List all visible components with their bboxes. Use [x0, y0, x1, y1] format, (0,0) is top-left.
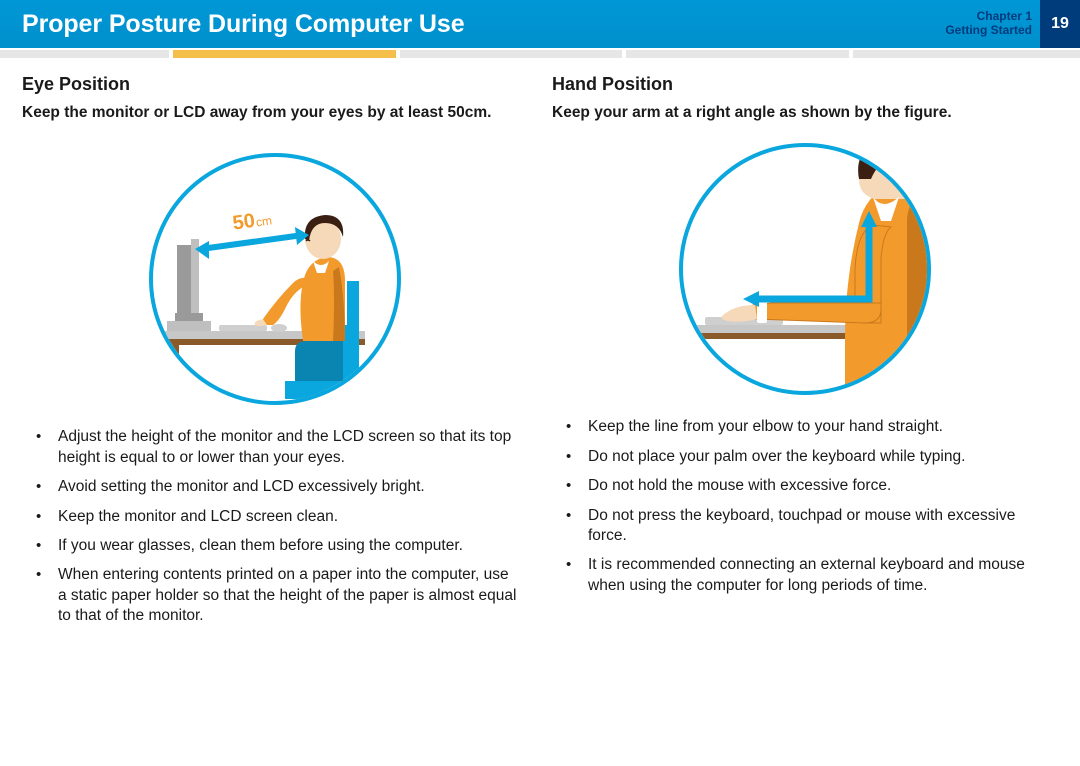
person-forearm	[751, 303, 881, 323]
person-torso-shadow	[907, 179, 935, 399]
eye-position-figure: 50cm	[22, 149, 528, 409]
left-column: Eye Position Keep the monitor or LCD awa…	[22, 74, 528, 636]
list-item: Keep the monitor and LCD screen clean.	[22, 507, 520, 527]
eye-position-bullets: Adjust the height of the monitor and the…	[22, 427, 528, 627]
list-item: It is recommended connecting an external…	[552, 555, 1050, 596]
monitor-base	[167, 321, 211, 331]
hand-position-figure	[552, 139, 1058, 399]
eye-position-title: Eye Position	[22, 74, 528, 95]
mouse	[271, 324, 287, 332]
distance-value: 50	[231, 210, 256, 235]
list-item: Do not press the keyboard, touchpad or m…	[552, 506, 1050, 547]
tab-strip	[0, 48, 1080, 60]
list-item: Do not hold the mouse with excessive for…	[552, 476, 1050, 496]
hand-position-bullets: Keep the line from your elbow to your ha…	[552, 417, 1058, 596]
tab-segment	[626, 50, 853, 58]
tab-segment	[400, 50, 627, 58]
chapter-line1: Chapter 1	[945, 10, 1032, 24]
chapter-line2: Getting Started	[945, 24, 1032, 38]
eye-position-illustration: 50cm	[145, 149, 405, 409]
page-number-badge: 19	[1040, 0, 1080, 48]
list-item: Do not place your palm over the keyboard…	[552, 447, 1050, 467]
header-right: Chapter 1 Getting Started 19	[945, 0, 1080, 48]
tab-segment	[0, 50, 173, 58]
list-item: Keep the line from your elbow to your ha…	[552, 417, 1050, 437]
person-lap	[295, 341, 343, 381]
monitor-back	[177, 245, 193, 315]
right-column: Hand Position Keep your arm at a right a…	[552, 74, 1058, 636]
hand-position-lead: Keep your arm at a right angle as shown …	[552, 103, 1058, 123]
person-hair	[858, 139, 935, 179]
hand-position-illustration	[675, 139, 935, 399]
page-header: Proper Posture During Computer Use Chapt…	[0, 0, 1080, 48]
list-item: Adjust the height of the monitor and the…	[22, 427, 520, 468]
distance-unit: cm	[255, 214, 273, 230]
list-item: Avoid setting the monitor and LCD excess…	[22, 477, 520, 497]
eye-position-lead: Keep the monitor or LCD away from your e…	[22, 103, 528, 123]
list-item: When entering contents printed on a pape…	[22, 565, 520, 626]
page-title: Proper Posture During Computer Use	[22, 10, 465, 39]
tab-segment	[853, 50, 1080, 58]
page-root: Proper Posture During Computer Use Chapt…	[0, 0, 1080, 766]
chapter-block: Chapter 1 Getting Started	[945, 10, 1040, 38]
hand-position-title: Hand Position	[552, 74, 1058, 95]
page-number: 19	[1051, 15, 1069, 33]
monitor-neck	[175, 313, 203, 321]
content-columns: Eye Position Keep the monitor or LCD awa…	[0, 60, 1080, 636]
tab-segment-active	[173, 50, 400, 58]
list-item: If you wear glasses, clean them before u…	[22, 536, 520, 556]
